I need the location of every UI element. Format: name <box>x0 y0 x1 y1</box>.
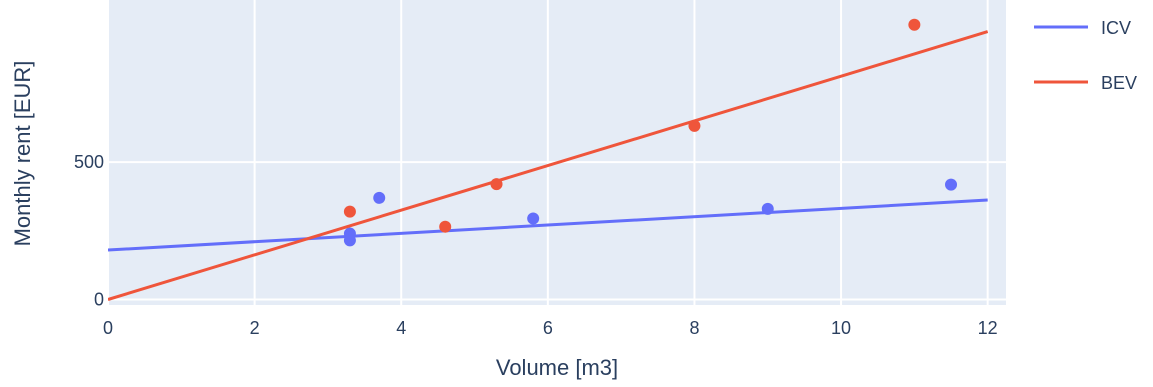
series-bev <box>108 18 989 301</box>
x-tick-label: 6 <box>543 318 553 338</box>
x-tick-label: 8 <box>689 318 699 338</box>
icv-point <box>373 191 386 204</box>
icv-point <box>761 202 774 215</box>
x-tick-label: 12 <box>978 318 998 338</box>
icv-trendline <box>108 198 988 252</box>
bev-point <box>688 119 701 132</box>
icv-point <box>343 234 356 247</box>
x-tick-label: 4 <box>396 318 406 338</box>
bev-trendline <box>108 30 989 301</box>
x-tick-label: 0 <box>103 318 113 338</box>
bev-point <box>908 18 921 31</box>
y-tick-label: 0 <box>94 290 104 310</box>
icv-point <box>527 212 540 225</box>
y-axis-title: Monthly rent [EUR] <box>10 61 35 247</box>
x-axis-title: Volume [m3] <box>496 355 618 380</box>
bev-point <box>439 220 452 233</box>
legend-label-icv: ICV <box>1101 18 1131 38</box>
x-tick-label: 10 <box>831 318 851 338</box>
x-tick-label: 2 <box>250 318 260 338</box>
bev-point <box>490 178 503 191</box>
icv-point <box>945 178 958 191</box>
x-axis-ticks: 0 2 4 6 8 10 12 <box>103 318 998 338</box>
y-tick-label: 500 <box>74 152 104 172</box>
y-axis-ticks: 0 500 <box>74 152 104 309</box>
series-icv <box>108 178 988 252</box>
legend-label-bev: BEV <box>1101 73 1137 93</box>
bev-point <box>343 205 356 218</box>
legend: ICV BEV <box>1034 18 1137 93</box>
